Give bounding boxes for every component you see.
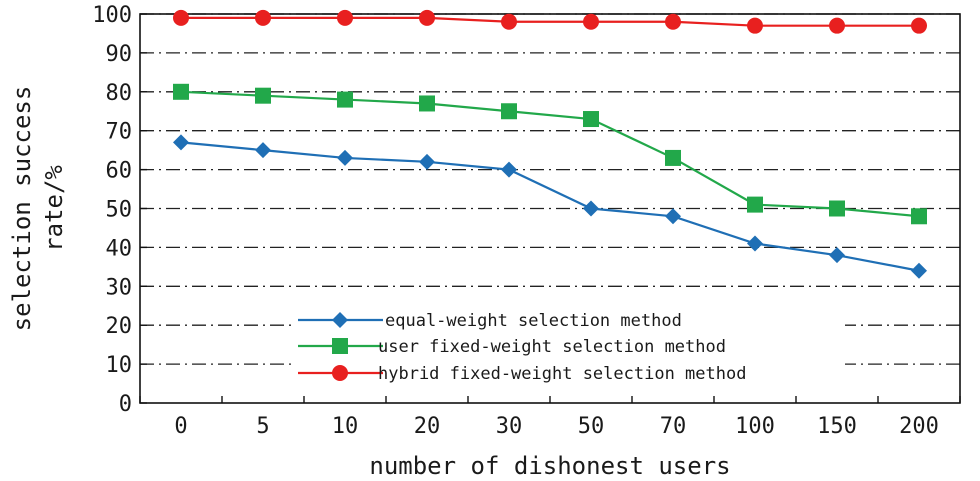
y-tick-label-30: 30 bbox=[106, 275, 133, 300]
series-line-1 bbox=[180, 90, 920, 218]
point-0-150 bbox=[829, 247, 845, 264]
point-2-200 bbox=[911, 17, 927, 34]
point-1-30 bbox=[501, 103, 517, 120]
point-0-5 bbox=[255, 142, 271, 159]
point-2-100 bbox=[747, 17, 763, 34]
point-2-0 bbox=[173, 9, 189, 26]
y-tick-label-80: 80 bbox=[106, 81, 133, 106]
y-tick-label-40: 40 bbox=[106, 236, 133, 261]
y-axis-label-line1: selection success bbox=[8, 86, 36, 332]
x-tick-label-50: 50 bbox=[578, 414, 605, 439]
point-1-150 bbox=[829, 200, 845, 217]
y-tick-label-90: 90 bbox=[106, 42, 133, 67]
point-0-50 bbox=[583, 200, 599, 217]
point-0-30 bbox=[501, 161, 517, 178]
y-tick-label-100: 100 bbox=[92, 3, 132, 28]
point-2-10 bbox=[337, 9, 353, 26]
point-0-10 bbox=[337, 149, 353, 166]
x-tick-label-5: 5 bbox=[256, 414, 269, 439]
point-0-100 bbox=[747, 235, 763, 252]
series-1 bbox=[173, 83, 927, 225]
series-group bbox=[173, 9, 927, 279]
legend-marker-1 bbox=[332, 338, 348, 354]
point-1-100 bbox=[747, 196, 763, 213]
x-axis-ticks: 0 5 10 20 30 50 70 100 150 200 bbox=[139, 396, 961, 439]
x-tick-label-30: 30 bbox=[496, 414, 523, 439]
x-tick-label-200: 200 bbox=[899, 414, 939, 439]
point-2-50 bbox=[583, 13, 599, 30]
point-1-50 bbox=[583, 111, 599, 128]
point-2-5 bbox=[255, 9, 271, 26]
x-tick-label-70: 70 bbox=[660, 414, 687, 439]
point-2-20 bbox=[419, 9, 435, 26]
y-tick-label-70: 70 bbox=[106, 120, 133, 145]
y-tick-label-10: 10 bbox=[106, 353, 133, 378]
legend-label-1: user fixed-weight selection method bbox=[378, 337, 726, 357]
y-tick-label-0: 0 bbox=[119, 392, 132, 417]
point-0-20 bbox=[419, 153, 435, 170]
point-2-150 bbox=[829, 17, 845, 34]
point-1-10 bbox=[337, 91, 353, 108]
y-tick-label-60: 60 bbox=[106, 159, 133, 184]
point-0-200 bbox=[911, 262, 927, 279]
point-1-200 bbox=[911, 208, 927, 225]
legend: equal-weight selection method user fixed-… bbox=[295, 303, 845, 388]
point-2-70 bbox=[665, 13, 681, 30]
x-tick-label-0: 0 bbox=[174, 414, 187, 439]
y-axis-label: selection success rate/% bbox=[8, 86, 68, 332]
y-tick-label-20: 20 bbox=[106, 314, 133, 339]
x-tick-label-150: 150 bbox=[817, 414, 857, 439]
legend-label-0: equal-weight selection method bbox=[385, 311, 682, 331]
point-2-30 bbox=[501, 13, 517, 30]
x-tick-label-100: 100 bbox=[735, 414, 775, 439]
point-0-0 bbox=[173, 134, 189, 151]
point-1-0 bbox=[173, 83, 189, 100]
series-2 bbox=[173, 9, 927, 34]
series-0 bbox=[173, 134, 927, 279]
x-axis-label: number of dishonest users bbox=[369, 452, 730, 480]
point-1-5 bbox=[255, 87, 271, 104]
legend-label-2: hybrid fixed-weight selection method bbox=[378, 364, 746, 384]
point-1-70 bbox=[665, 149, 681, 166]
legend-marker-0 bbox=[332, 312, 348, 328]
y-tick-label-50: 50 bbox=[106, 198, 133, 223]
x-tick-label-20: 20 bbox=[414, 414, 441, 439]
point-1-20 bbox=[419, 95, 435, 112]
series-line-2 bbox=[181, 16, 919, 27]
series-line-0 bbox=[180, 141, 920, 272]
x-tick-label-10: 10 bbox=[332, 414, 359, 439]
legend-marker-2 bbox=[332, 365, 348, 381]
legend-background bbox=[295, 303, 845, 388]
y-axis-ticks: 0 10 20 30 40 50 60 70 80 90 100 bbox=[92, 3, 147, 417]
point-0-70 bbox=[665, 208, 681, 225]
y-axis-label-line2: rate/% bbox=[40, 165, 68, 252]
